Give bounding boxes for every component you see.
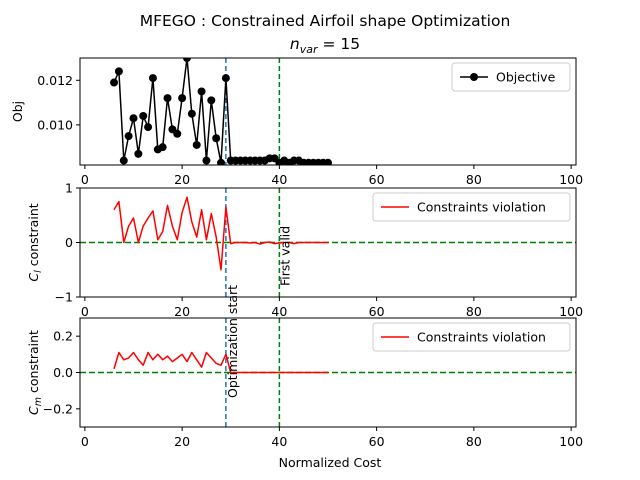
data-point	[114, 67, 123, 76]
y-tick-label: −0.2	[43, 401, 73, 416]
subtitle-tail: = 15	[318, 35, 361, 53]
data-point	[158, 143, 167, 152]
chart-title: MFEGO : Constrained Airfoil shape Optimi…	[140, 12, 511, 30]
data-point	[134, 149, 143, 158]
legend-label: Constraints violation	[417, 200, 546, 215]
x-tick-label: 20	[174, 304, 190, 319]
y-tick-label: 0.0	[53, 365, 73, 380]
subtitle-var: var	[300, 43, 319, 56]
y-axis-label: Cm constraint	[26, 330, 44, 415]
data-point	[207, 96, 216, 105]
x-tick-label: 80	[466, 172, 482, 187]
data-point	[192, 140, 201, 149]
x-tick-label: 100	[559, 434, 583, 449]
data-point	[221, 74, 230, 83]
first-valid-annotation: First valid	[277, 226, 292, 286]
legend-box	[372, 322, 571, 352]
data-point	[212, 134, 221, 143]
objective-panel: 0 20 40 60 80 100 0.010 0.012 Obj Objective	[10, 57, 583, 187]
plot-area	[80, 318, 576, 427]
chart-subtitle: nvar = 15	[290, 35, 360, 56]
axes-frame	[79, 57, 577, 166]
cm-constraint-panel: 0 20 40 60 80 100 −0.2 0.0 0.2 Cm constraint Const…	[26, 317, 583, 449]
x-tick-label: 60	[369, 434, 385, 449]
x-tick-label: 20	[174, 434, 190, 449]
data-point	[110, 78, 119, 87]
x-tick-label: 60	[369, 172, 385, 187]
plot-area	[110, 58, 332, 165]
series-line	[113, 196, 328, 271]
legend-box	[372, 192, 571, 222]
data-point	[119, 156, 128, 165]
legend-marker	[470, 73, 478, 81]
x-tick-label: 80	[466, 434, 482, 449]
plot-area	[80, 188, 576, 297]
y-tick-label: −1	[55, 290, 73, 305]
y-axis-label: Cl constraint	[26, 203, 44, 281]
y-tick-label: 0.012	[37, 73, 73, 88]
x-tick-label: 40	[271, 434, 287, 449]
x-tick-label: 0	[81, 434, 89, 449]
x-tick-label: 100	[559, 304, 583, 319]
y-tick-label: 1	[65, 181, 73, 196]
data-point	[324, 158, 332, 165]
data-point	[182, 58, 191, 62]
x-tick-label: 100	[559, 172, 583, 187]
x-tick-label: 0	[81, 304, 89, 319]
series-line	[113, 58, 328, 164]
data-point	[197, 87, 206, 96]
y-axis-label: Obj	[10, 101, 25, 122]
cl-constraint-panel: 0 20 40 60 80 100 −1 0 1 Cl constraint Constraints…	[26, 181, 583, 320]
subtitle-n: n	[290, 35, 300, 53]
x-tick-label: 40	[271, 172, 287, 187]
data-point	[173, 129, 182, 138]
data-point	[202, 156, 211, 165]
optimization-start-annotation: Optimization start	[225, 285, 240, 398]
data-point	[187, 109, 196, 118]
legend-label: Constraints violation	[417, 330, 546, 345]
data-point	[124, 132, 133, 141]
data-point	[148, 74, 157, 83]
data-point	[129, 114, 138, 123]
y-tick-label: 0.2	[53, 329, 73, 344]
x-tick-label: 40	[271, 304, 287, 319]
x-tick-label: 80	[466, 304, 482, 319]
x-tick-label: 60	[369, 304, 385, 319]
data-point	[178, 94, 187, 103]
x-axis-label: Normalized Cost	[279, 455, 382, 470]
data-point	[163, 94, 172, 103]
data-point	[139, 111, 148, 120]
data-point	[217, 158, 226, 165]
x-tick-label: 20	[174, 172, 190, 187]
series-line	[113, 351, 328, 374]
legend-label: Objective	[496, 70, 556, 85]
y-tick-label: 0	[65, 235, 73, 250]
data-point	[144, 123, 153, 132]
y-tick-label: 0.010	[37, 117, 73, 132]
legend-box	[451, 62, 571, 92]
x-tick-label: 0	[81, 172, 89, 187]
